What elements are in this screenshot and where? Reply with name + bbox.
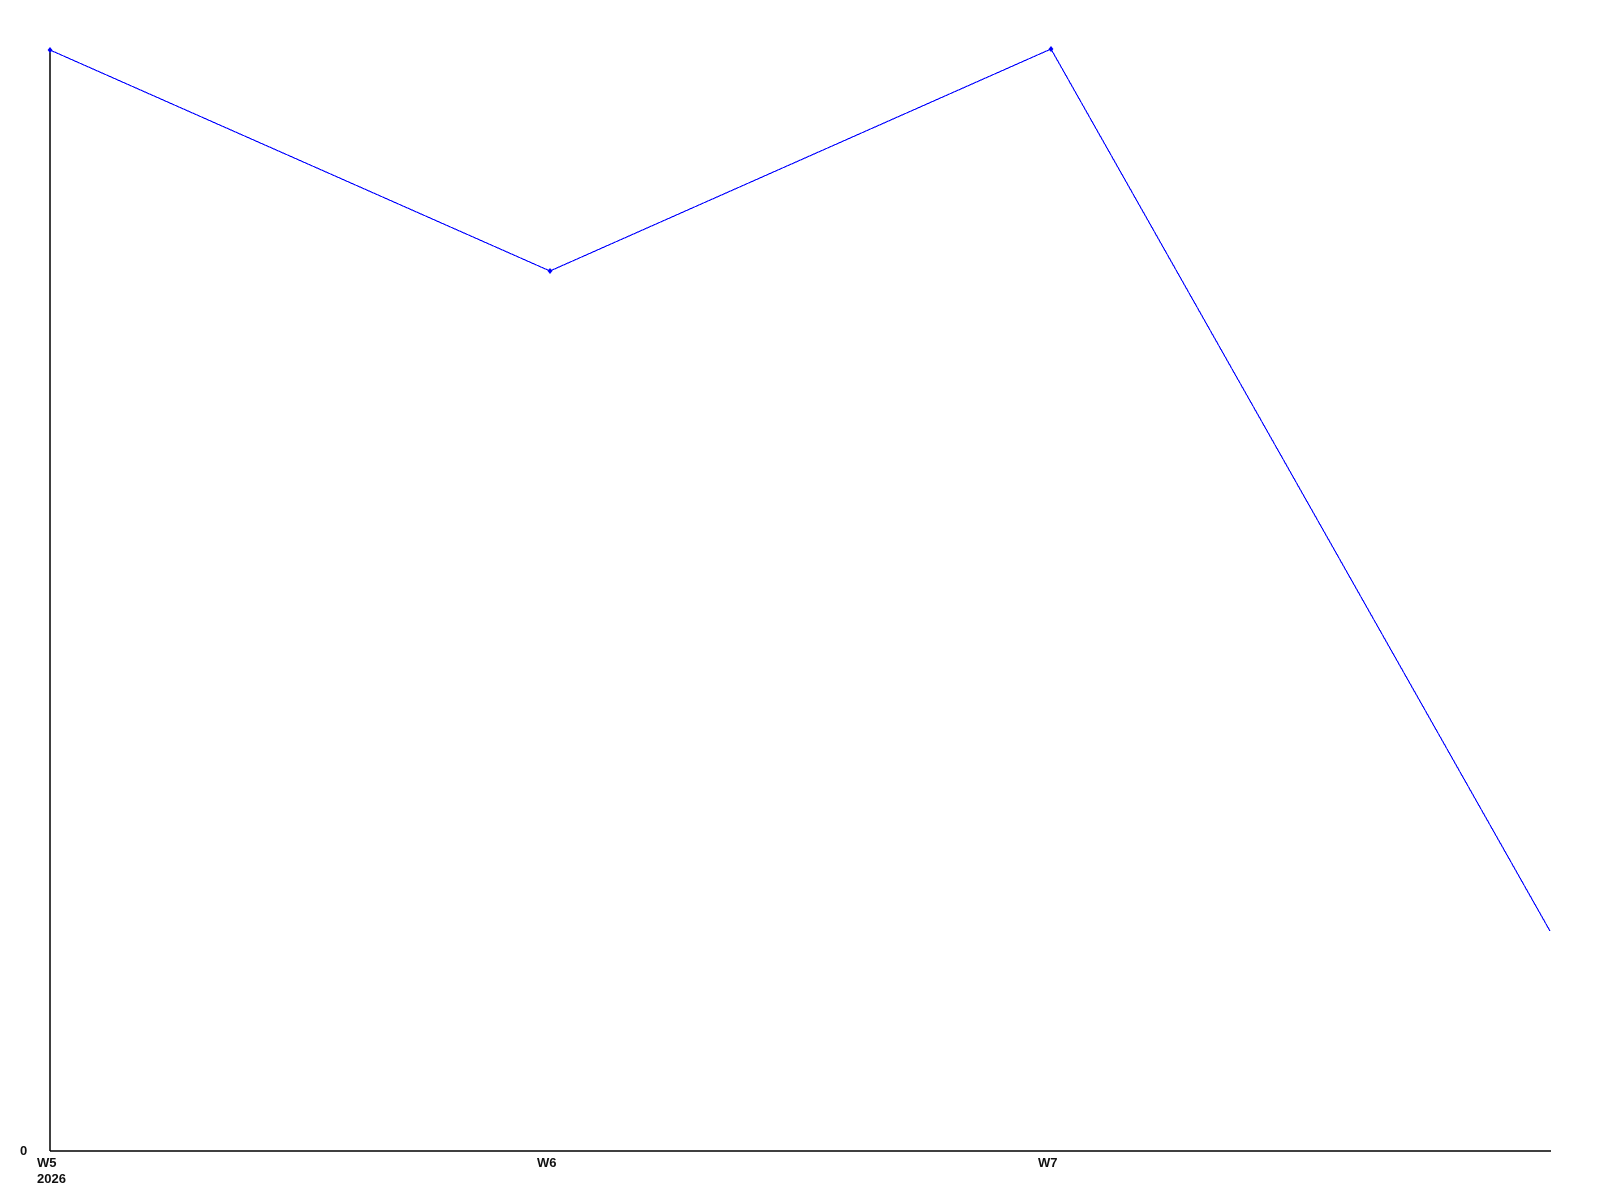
svg-text:2026: 2026 — [37, 1171, 66, 1186]
svg-text:W6: W6 — [537, 1155, 557, 1170]
svg-text:0: 0 — [20, 1143, 27, 1158]
svg-text:W5: W5 — [37, 1155, 57, 1170]
svg-text:W7: W7 — [1038, 1155, 1058, 1170]
